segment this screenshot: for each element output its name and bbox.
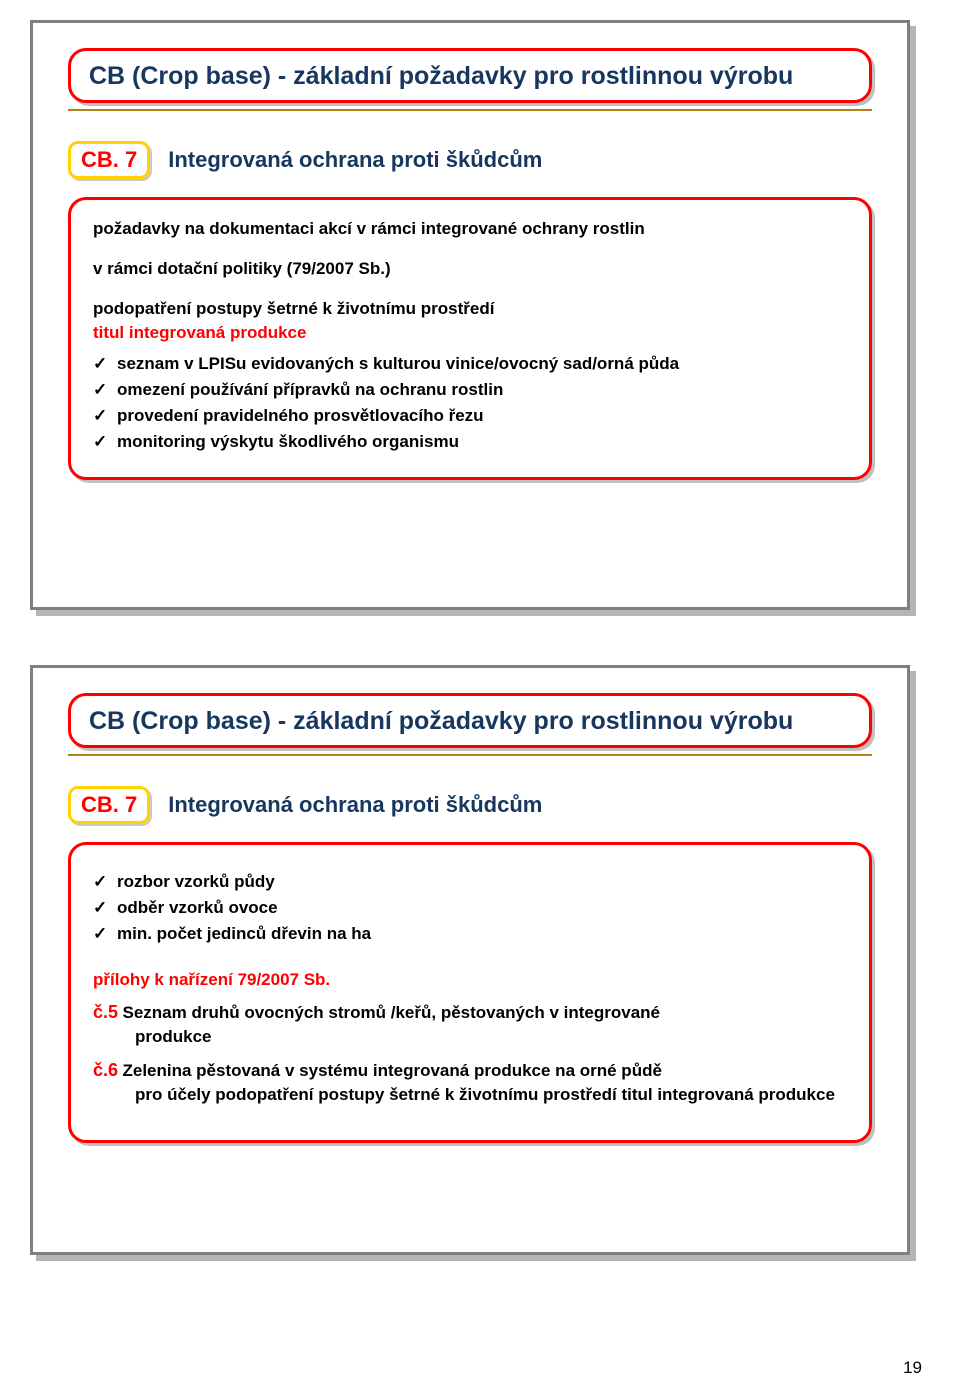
item-c5: č.5 Seznam druhů ovocných stromů /keřů, … [93,1002,847,1048]
badge-row-2: CB. 7 Integrovaná ochrana proti škůdcům [68,786,872,824]
divider-1 [68,109,872,111]
check-list-1: seznam v LPISu evidovaných s kulturou vi… [93,351,847,455]
slide-1: CB (Crop base) - základní požadavky pro … [30,20,910,610]
c5-text-b: produkce [135,1026,847,1048]
title-block-1: CB (Crop base) - základní požadavky pro … [68,48,872,103]
para-policy: v rámci dotační politiky (79/2007 Sb.) [93,258,847,280]
para-measure: podopatření postupy šetrné k životnímu p… [93,298,847,320]
slide1-title: CB (Crop base) - základní požadavky pro … [89,61,851,92]
list-item: rozbor vzorků půdy [93,869,847,895]
content-block-1: požadavky na dokumentaci akcí v rámci in… [68,197,872,480]
c6-label: č.6 [93,1060,118,1080]
badge-cb7-2: CB. 7 [68,786,150,824]
list-item: provedení pravidelného prosvětlovacího ř… [93,403,847,429]
page-number: 19 [903,1358,922,1378]
badge-row-1: CB. 7 Integrovaná ochrana proti škůdcům [68,141,872,179]
page: CB (Crop base) - základní požadavky pro … [0,0,960,1330]
para-docs: požadavky na dokumentaci akcí v rámci in… [93,218,847,240]
badge-title-1: Integrovaná ochrana proti škůdcům [168,147,542,173]
badge-cb7-1: CB. 7 [68,141,150,179]
badge-title-2: Integrovaná ochrana proti škůdcům [168,792,542,818]
c6-text-b: pro účely podopatření postupy šetrné k ž… [135,1084,847,1106]
c6-text-a: Zelenina pěstovaná v systému integrovaná… [122,1061,661,1080]
list-item: odběr vzorků ovoce [93,895,847,921]
slide2-title: CB (Crop base) - základní požadavky pro … [89,706,851,737]
divider-2 [68,754,872,756]
check-list-2: rozbor vzorků půdy odběr vzorků ovoce mi… [93,869,847,947]
list-item: min. počet jedinců dřevin na ha [93,921,847,947]
list-item: omezení používání přípravků na ochranu r… [93,377,847,403]
content-block-2: rozbor vzorků půdy odběr vzorků ovoce mi… [68,842,872,1143]
list-item: monitoring výskytu škodlivého organismu [93,429,847,455]
attachments-heading: přílohy k nařízení 79/2007 Sb. [93,970,847,990]
c5-label: č.5 [93,1002,118,1022]
item-c6: č.6 Zelenina pěstovaná v systému integro… [93,1060,847,1106]
list-item: seznam v LPISu evidovaných s kulturou vi… [93,351,847,377]
slide-2: CB (Crop base) - základní požadavky pro … [30,665,910,1255]
title-block-2: CB (Crop base) - základní požadavky pro … [68,693,872,748]
para-red-title: titul integrovaná produkce [93,323,847,343]
c5-text-a: Seznam druhů ovocných stromů /keřů, pěst… [122,1003,660,1022]
